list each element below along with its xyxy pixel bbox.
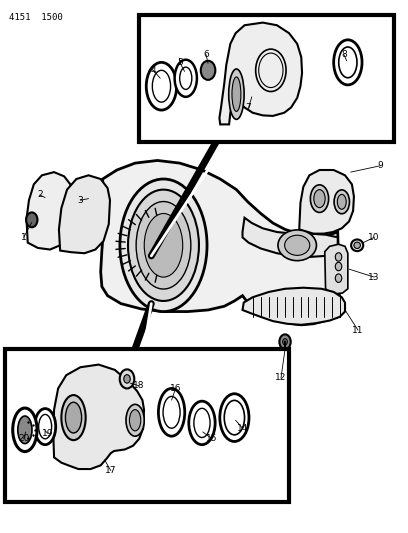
Text: 2: 2 — [37, 190, 43, 199]
Text: 18: 18 — [133, 381, 145, 390]
Ellipse shape — [337, 195, 346, 209]
Ellipse shape — [229, 69, 244, 119]
Ellipse shape — [136, 201, 191, 289]
Ellipse shape — [334, 40, 362, 85]
Bar — [5, 349, 289, 503]
Polygon shape — [220, 22, 302, 124]
Circle shape — [124, 375, 130, 383]
Text: 1: 1 — [21, 233, 27, 242]
Ellipse shape — [180, 67, 192, 90]
Ellipse shape — [152, 70, 171, 102]
Ellipse shape — [120, 179, 207, 312]
Ellipse shape — [351, 239, 363, 251]
Ellipse shape — [39, 415, 52, 439]
Text: 8: 8 — [341, 50, 347, 59]
Ellipse shape — [194, 408, 210, 438]
Ellipse shape — [224, 400, 244, 435]
Ellipse shape — [18, 416, 32, 443]
Ellipse shape — [144, 214, 183, 277]
Polygon shape — [101, 160, 340, 325]
Ellipse shape — [314, 190, 325, 208]
Text: 6: 6 — [203, 50, 209, 59]
Circle shape — [283, 338, 288, 345]
Text: 15: 15 — [206, 434, 218, 443]
Circle shape — [26, 213, 38, 227]
Circle shape — [279, 334, 291, 349]
Text: 14: 14 — [237, 424, 248, 433]
Polygon shape — [299, 170, 354, 233]
Ellipse shape — [232, 77, 241, 111]
Ellipse shape — [128, 190, 199, 301]
Ellipse shape — [278, 230, 317, 261]
Ellipse shape — [61, 395, 86, 440]
Circle shape — [335, 274, 342, 282]
Text: 4: 4 — [151, 66, 156, 75]
Ellipse shape — [220, 394, 249, 441]
Polygon shape — [59, 175, 110, 253]
Text: 19: 19 — [42, 429, 54, 438]
Ellipse shape — [175, 60, 197, 97]
Circle shape — [201, 61, 215, 80]
Text: 4151  1500: 4151 1500 — [9, 13, 63, 22]
Text: 11: 11 — [352, 326, 364, 335]
Ellipse shape — [35, 409, 55, 445]
Bar — [139, 14, 395, 142]
Polygon shape — [53, 365, 144, 469]
Text: 20: 20 — [18, 434, 29, 443]
Ellipse shape — [339, 47, 357, 78]
Circle shape — [335, 262, 342, 271]
Text: 10: 10 — [368, 233, 380, 242]
Text: 12: 12 — [275, 373, 287, 382]
Text: 3: 3 — [78, 196, 83, 205]
Text: 17: 17 — [105, 466, 117, 475]
Text: 5: 5 — [177, 58, 182, 67]
Ellipse shape — [334, 190, 350, 214]
Polygon shape — [27, 172, 72, 249]
Ellipse shape — [285, 235, 310, 255]
Text: 9: 9 — [377, 161, 383, 170]
Text: 7: 7 — [246, 103, 251, 112]
Polygon shape — [242, 288, 345, 325]
Ellipse shape — [126, 405, 144, 436]
Ellipse shape — [146, 62, 177, 110]
Ellipse shape — [65, 402, 82, 433]
Circle shape — [335, 253, 342, 261]
Ellipse shape — [310, 185, 328, 213]
Ellipse shape — [13, 408, 37, 451]
Ellipse shape — [163, 397, 180, 428]
Ellipse shape — [158, 389, 185, 436]
Ellipse shape — [129, 410, 141, 431]
Polygon shape — [325, 244, 348, 294]
Text: 16: 16 — [170, 384, 182, 393]
Circle shape — [120, 369, 134, 389]
Text: 13: 13 — [368, 272, 380, 281]
Ellipse shape — [189, 401, 215, 445]
Ellipse shape — [354, 242, 360, 248]
Polygon shape — [242, 217, 338, 257]
